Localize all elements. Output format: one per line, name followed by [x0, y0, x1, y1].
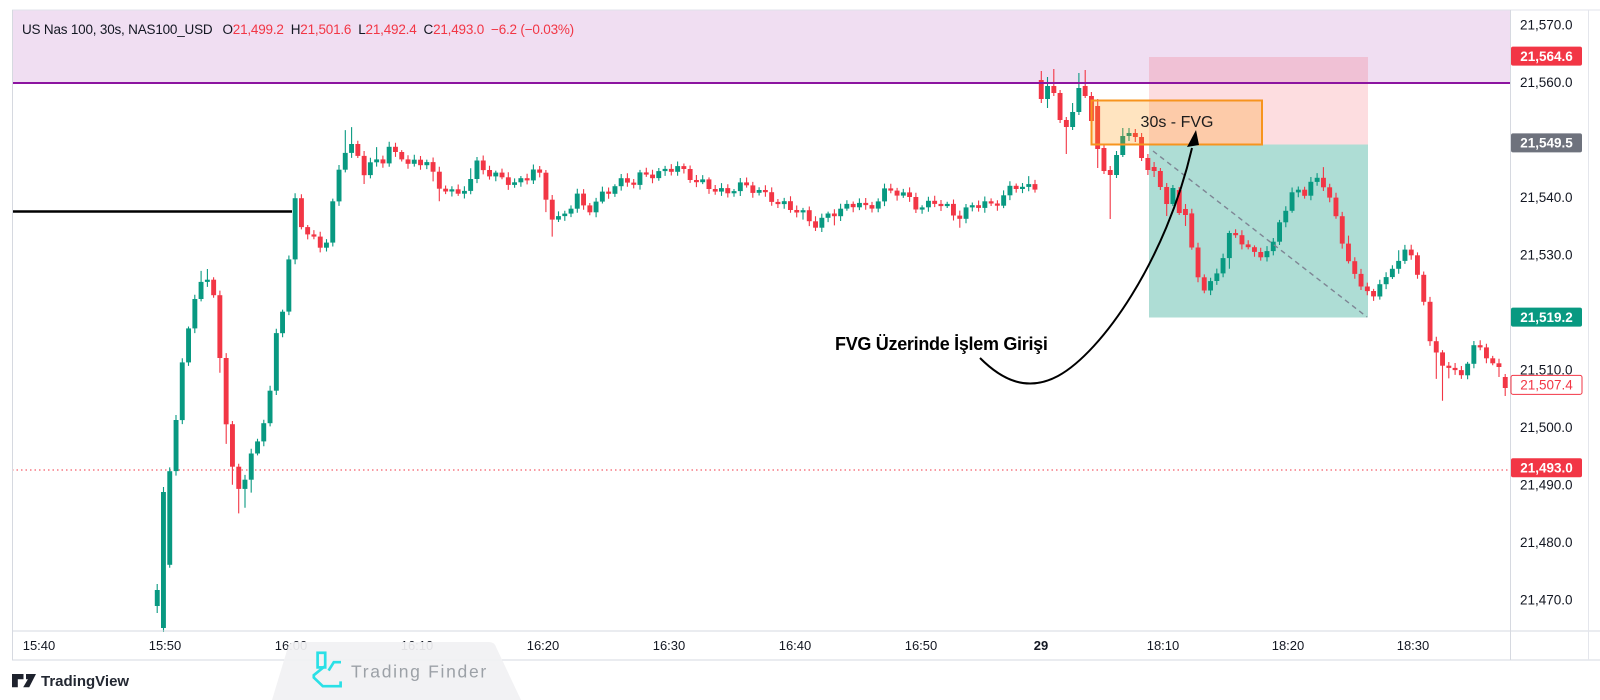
svg-text:21,493.0: 21,493.0 [1520, 460, 1573, 475]
svg-text:21,510.0: 21,510.0 [1520, 363, 1573, 378]
svg-text:15:40: 15:40 [23, 638, 56, 653]
svg-text:TradingView: TradingView [41, 673, 129, 690]
svg-text:21,560.0: 21,560.0 [1520, 75, 1573, 90]
svg-text:21,564.6: 21,564.6 [1520, 49, 1573, 64]
svg-text:30s - FVG: 30s - FVG [1141, 114, 1214, 131]
svg-text:21,480.0: 21,480.0 [1520, 535, 1573, 550]
svg-text:21,570.0: 21,570.0 [1520, 18, 1573, 33]
svg-text:21,470.0: 21,470.0 [1520, 593, 1573, 608]
svg-text:15:50: 15:50 [149, 638, 182, 653]
svg-text:21,540.0: 21,540.0 [1520, 190, 1573, 205]
svg-text:16:30: 16:30 [653, 638, 686, 653]
svg-text:18:30: 18:30 [1397, 638, 1430, 653]
svg-text:16:40: 16:40 [779, 638, 812, 653]
svg-text:18:10: 18:10 [1147, 638, 1180, 653]
svg-text:21,549.5: 21,549.5 [1520, 136, 1573, 151]
svg-text:Trading Finder: Trading Finder [351, 662, 488, 682]
svg-text:FVG Üzerinde İşlem Girişi: FVG Üzerinde İşlem Girişi [835, 334, 1048, 354]
svg-text:16:20: 16:20 [527, 638, 560, 653]
svg-text:29: 29 [1034, 638, 1048, 653]
svg-text:21,530.0: 21,530.0 [1520, 248, 1573, 263]
svg-text:21,490.0: 21,490.0 [1520, 478, 1573, 493]
svg-text:21,519.2: 21,519.2 [1520, 310, 1573, 325]
svg-text:21,507.4: 21,507.4 [1520, 378, 1573, 393]
svg-text:16:50: 16:50 [905, 638, 938, 653]
svg-text:18:20: 18:20 [1272, 638, 1305, 653]
svg-text:21,500.0: 21,500.0 [1520, 420, 1573, 435]
